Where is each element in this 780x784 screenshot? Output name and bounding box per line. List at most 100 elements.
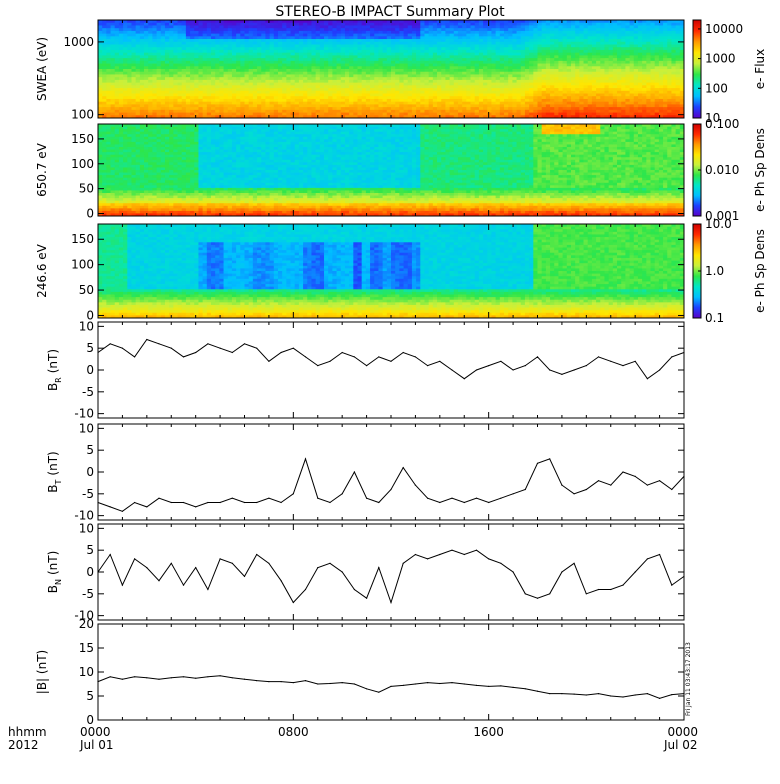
heatmap-cell bbox=[621, 91, 626, 94]
heatmap-cell bbox=[328, 23, 333, 26]
heatmap-cell bbox=[253, 39, 258, 42]
heatmap-cell bbox=[529, 77, 534, 80]
heatmap-cell bbox=[450, 42, 455, 45]
heatmap-cell bbox=[282, 50, 287, 53]
heatmap-cell bbox=[152, 104, 157, 107]
heatmap-cell bbox=[538, 28, 543, 31]
heatmap-cell bbox=[579, 45, 584, 48]
heatmap-cell bbox=[491, 34, 496, 37]
heatmap-cell bbox=[358, 99, 363, 102]
heatmap-cell bbox=[311, 91, 316, 94]
heatmap-cell bbox=[399, 47, 404, 50]
heatmap-cell bbox=[483, 69, 488, 72]
heatmap-cell bbox=[437, 28, 442, 31]
heatmap-cell bbox=[307, 99, 312, 102]
heatmap-cell bbox=[571, 64, 576, 67]
heatmap-cell bbox=[466, 80, 471, 83]
heatmap-cell bbox=[278, 61, 283, 64]
heatmap-cell bbox=[671, 102, 676, 105]
heatmap-cell bbox=[462, 83, 467, 86]
heatmap-cell bbox=[186, 69, 191, 72]
heatmap-cell bbox=[299, 104, 304, 107]
heatmap-cell bbox=[303, 110, 308, 113]
heatmap-cell bbox=[152, 58, 157, 61]
heatmap-cell bbox=[265, 47, 270, 50]
heatmap-cell bbox=[144, 31, 149, 34]
heatmap-cell bbox=[245, 69, 250, 72]
heatmap-cell bbox=[362, 96, 367, 99]
heatmap-cell bbox=[123, 113, 128, 116]
heatmap-cell bbox=[127, 23, 132, 26]
heatmap-cell bbox=[215, 53, 220, 56]
heatmap-cell bbox=[404, 69, 409, 72]
heatmap-cell bbox=[512, 36, 517, 39]
heatmap-cell bbox=[625, 45, 630, 48]
heatmap-cell bbox=[307, 110, 312, 113]
heatmap-cell bbox=[479, 74, 484, 77]
heatmap-cell bbox=[391, 42, 396, 45]
heatmap-cell bbox=[387, 85, 392, 88]
heatmap-cell bbox=[454, 64, 459, 67]
heatmap-cell bbox=[671, 28, 676, 31]
heatmap-cell bbox=[517, 47, 522, 50]
heatmap-cell bbox=[291, 74, 296, 77]
heatmap-cell bbox=[370, 64, 375, 67]
heatmap-cell bbox=[265, 102, 270, 105]
heatmap-cell bbox=[483, 66, 488, 69]
heatmap-cell bbox=[642, 55, 647, 58]
heatmap-cell bbox=[165, 113, 170, 116]
heatmap-cell bbox=[362, 61, 367, 64]
heatmap-cell bbox=[228, 113, 233, 116]
heatmap-cell bbox=[487, 88, 492, 91]
heatmap-cell bbox=[466, 85, 471, 88]
heatmap-cell bbox=[420, 80, 425, 83]
heatmap-cell bbox=[634, 85, 639, 88]
heatmap-cell bbox=[558, 110, 563, 113]
heatmap-cell bbox=[366, 47, 371, 50]
heatmap-cell bbox=[625, 28, 630, 31]
heatmap-cell bbox=[550, 28, 555, 31]
heatmap-cell bbox=[554, 83, 559, 86]
heatmap-cell bbox=[466, 53, 471, 56]
heatmap-cell bbox=[424, 53, 429, 56]
heatmap-cell bbox=[424, 58, 429, 61]
heatmap-cell bbox=[416, 85, 421, 88]
heatmap-cell bbox=[454, 91, 459, 94]
heatmap-cell bbox=[550, 39, 555, 42]
heatmap-cell bbox=[111, 39, 116, 42]
heatmap-cell bbox=[119, 99, 124, 102]
heatmap-cell bbox=[454, 69, 459, 72]
heatmap-cell bbox=[429, 102, 434, 105]
heatmap-cell bbox=[600, 28, 605, 31]
heatmap-cell bbox=[144, 110, 149, 113]
heatmap-cell bbox=[278, 113, 283, 116]
heatmap-cell bbox=[512, 99, 517, 102]
heatmap-cell bbox=[286, 58, 291, 61]
heatmap-cell bbox=[366, 94, 371, 97]
heatmap-cell bbox=[504, 53, 509, 56]
heatmap-cell bbox=[592, 31, 597, 34]
heatmap-cell bbox=[324, 25, 329, 28]
heatmap-cell bbox=[592, 91, 597, 94]
heatmap-cell bbox=[274, 80, 279, 83]
heatmap-cell bbox=[286, 69, 291, 72]
heatmap-cell bbox=[529, 23, 534, 26]
heatmap-cell bbox=[604, 77, 609, 80]
heatmap-cell bbox=[462, 28, 467, 31]
heatmap-cell bbox=[667, 47, 672, 50]
heatmap-cell bbox=[253, 88, 258, 91]
heatmap-cell bbox=[651, 77, 656, 80]
heatmap-cell bbox=[550, 47, 555, 50]
heatmap-cell bbox=[286, 99, 291, 102]
heatmap-cell bbox=[173, 96, 178, 99]
heatmap-cell bbox=[291, 53, 296, 56]
heatmap-cell bbox=[111, 99, 116, 102]
heatmap-cell bbox=[215, 50, 220, 53]
heatmap-cell bbox=[370, 69, 375, 72]
heatmap-cell bbox=[148, 31, 153, 34]
heatmap-cell bbox=[240, 64, 245, 67]
heatmap-cell bbox=[588, 55, 593, 58]
heatmap-cell bbox=[182, 74, 187, 77]
heatmap-cell bbox=[207, 36, 212, 39]
heatmap-cell bbox=[362, 110, 367, 113]
